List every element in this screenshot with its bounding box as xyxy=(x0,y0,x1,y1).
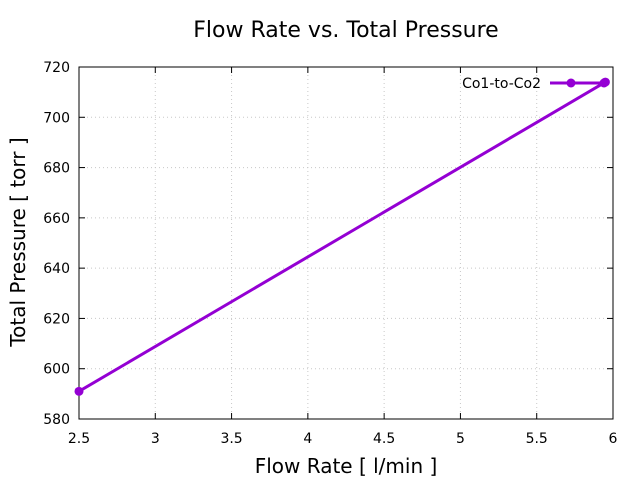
x-tick-label: 6 xyxy=(609,431,618,447)
series-layer xyxy=(74,77,610,396)
y-tick-label: 720 xyxy=(43,60,70,76)
y-tick-label: 640 xyxy=(43,261,70,277)
y-tick-label: 700 xyxy=(43,110,70,126)
legend-marker xyxy=(599,78,609,88)
legend: Co1-to-Co2 xyxy=(462,76,609,92)
y-tick-label: 620 xyxy=(43,311,70,327)
chart-title: Flow Rate vs. Total Pressure xyxy=(193,18,498,43)
y-tick-label: 580 xyxy=(43,412,70,428)
y-axis-label: Total Pressure [ torr ] xyxy=(6,137,30,347)
ticks: 2.5 3 3.5 4 4.5 5 5.5 6 580 600 620 640 660 680 700 720 xyxy=(43,60,617,447)
y-tick-label: 680 xyxy=(43,161,70,177)
legend-label: Co1-to-Co2 xyxy=(462,76,541,92)
y-tick-label: 600 xyxy=(43,362,70,378)
x-tick-label: 2.5 xyxy=(68,431,90,447)
x-tick-label: 3.5 xyxy=(220,431,242,447)
data-point xyxy=(74,386,84,396)
x-tick-label: 5.5 xyxy=(526,431,548,447)
plot-frame xyxy=(78,66,614,420)
x-tick-label: 4 xyxy=(303,431,312,447)
grid xyxy=(79,67,613,419)
y-tick-label: 660 xyxy=(43,211,70,227)
series-line xyxy=(78,80,607,393)
x-tick-label: 4.5 xyxy=(373,431,395,447)
x-tick-label: 3 xyxy=(151,431,160,447)
x-axis-label: Flow Rate [ l/min ] xyxy=(255,454,438,478)
x-tick-label: 5 xyxy=(456,431,465,447)
legend-marker xyxy=(566,78,576,88)
